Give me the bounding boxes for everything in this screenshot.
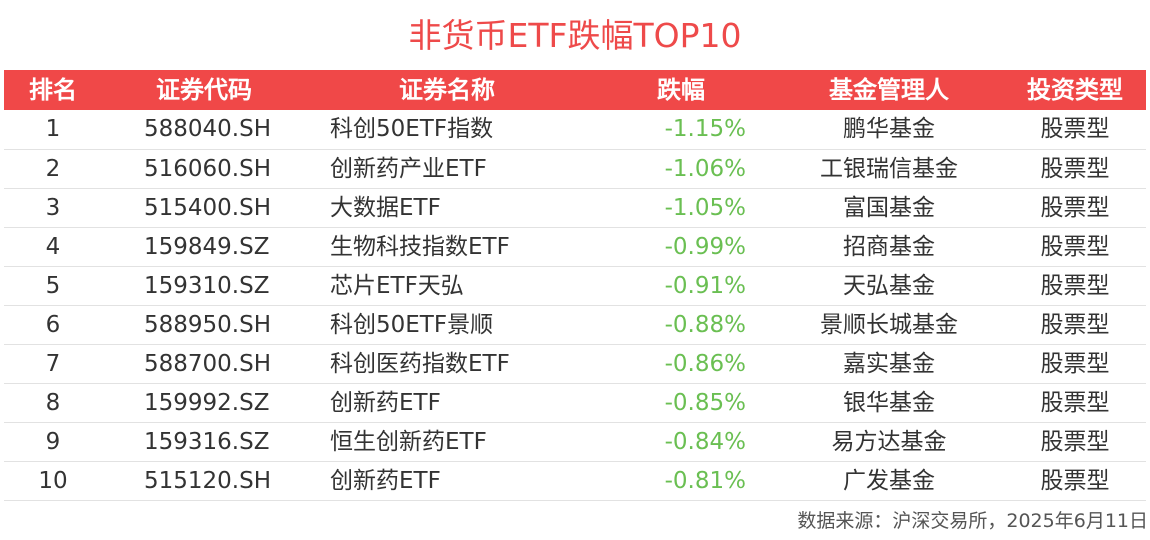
page-title: 非货币ETF跌幅TOP10 bbox=[408, 16, 742, 55]
table-row: 9 159316.SZ 恒生创新药ETF -0.84% 易方达基金 股票型 bbox=[4, 422, 1146, 461]
cell-code: 159316.SZ bbox=[144, 428, 270, 455]
cell-change: -0.91% bbox=[664, 272, 746, 299]
cell-code: 159849.SZ bbox=[144, 233, 270, 260]
cell-change: -0.81% bbox=[664, 467, 746, 494]
cell-change: -1.06% bbox=[664, 155, 746, 182]
table-body: 1 588040.SH 科创50ETF指数 -1.15% 鹏华基金 股票型 2 516060.… bbox=[4, 110, 1146, 500]
table-row: 4 159849.SZ 生物科技指数ETF -0.99% 招商基金 股票型 bbox=[4, 227, 1146, 266]
table-header-row: 排名 证券代码 证券名称 跌幅 基金管理人 投资类型 bbox=[4, 70, 1146, 110]
cell-rank: 8 bbox=[45, 389, 61, 416]
cell-type: 股票型 bbox=[1040, 194, 1110, 221]
cell-name: 恒生创新药ETF bbox=[330, 428, 487, 455]
table-row: 8 159992.SZ 创新药ETF -0.85% 银华基金 股票型 bbox=[4, 383, 1146, 422]
cell-manager: 鹏华基金 bbox=[843, 116, 935, 143]
cell-type: 股票型 bbox=[1040, 233, 1110, 260]
cell-type: 股票型 bbox=[1040, 272, 1110, 299]
cell-name: 科创50ETF景顺 bbox=[330, 311, 494, 338]
cell-manager: 易方达基金 bbox=[831, 428, 947, 455]
cell-rank: 1 bbox=[45, 116, 61, 143]
cell-rank: 9 bbox=[45, 428, 61, 455]
cell-name: 创新药ETF bbox=[330, 389, 441, 416]
table-row: 10 515120.SH 创新药ETF -0.81% 广发基金 股票型 bbox=[4, 461, 1146, 500]
etf-decline-table: 排名 证券代码 证券名称 跌幅 基金管理人 投资类型 1 588040.SH 科创5… bbox=[4, 70, 1146, 501]
cell-code: 516060.SH bbox=[144, 155, 272, 182]
cell-change: -1.05% bbox=[664, 194, 746, 221]
cell-change: -0.86% bbox=[664, 350, 746, 377]
cell-code: 588040.SH bbox=[144, 116, 272, 143]
cell-type: 股票型 bbox=[1040, 311, 1110, 338]
cell-type: 股票型 bbox=[1040, 155, 1110, 182]
cell-code: 159992.SZ bbox=[144, 389, 270, 416]
cell-rank: 5 bbox=[45, 272, 61, 299]
cell-manager: 工银瑞信基金 bbox=[820, 155, 958, 182]
cell-manager: 嘉实基金 bbox=[843, 350, 935, 377]
cell-rank: 6 bbox=[45, 311, 61, 338]
cell-change: -0.84% bbox=[664, 428, 746, 455]
cell-rank: 3 bbox=[45, 194, 61, 221]
cell-code: 515120.SH bbox=[144, 467, 272, 494]
table-row: 1 588040.SH 科创50ETF指数 -1.15% 鹏华基金 股票型 bbox=[4, 110, 1146, 149]
cell-name: 大数据ETF bbox=[330, 194, 441, 221]
header-rank: 排名 bbox=[29, 76, 77, 104]
cell-manager: 广发基金 bbox=[843, 467, 935, 494]
cell-rank: 10 bbox=[38, 467, 68, 494]
table-row: 2 516060.SH 创新药产业ETF -1.06% 工银瑞信基金 股票型 bbox=[4, 149, 1146, 188]
cell-code: 159310.SZ bbox=[144, 272, 270, 299]
cell-type: 股票型 bbox=[1040, 389, 1110, 416]
cell-code: 588950.SH bbox=[144, 311, 272, 338]
table-row: 6 588950.SH 科创50ETF景顺 -0.88% 景顺长城基金 股票型 bbox=[4, 305, 1146, 344]
cell-name: 科创医药指数ETF bbox=[330, 350, 510, 377]
cell-name: 芯片ETF天弘 bbox=[330, 272, 464, 299]
cell-type: 股票型 bbox=[1040, 467, 1110, 494]
data-source-note: 数据来源：沪深交易所，2025年6月11日 bbox=[797, 510, 1148, 532]
cell-change: -0.88% bbox=[664, 311, 746, 338]
header-name: 证券名称 bbox=[399, 76, 495, 104]
header-type: 投资类型 bbox=[1027, 76, 1123, 104]
cell-type: 股票型 bbox=[1040, 428, 1110, 455]
cell-rank: 2 bbox=[45, 155, 61, 182]
cell-rank: 4 bbox=[45, 233, 61, 260]
cell-name: 创新药产业ETF bbox=[330, 155, 487, 182]
cell-type: 股票型 bbox=[1040, 350, 1110, 377]
cell-manager: 景顺长城基金 bbox=[820, 311, 958, 338]
cell-rank: 7 bbox=[45, 350, 61, 377]
cell-change: -1.15% bbox=[664, 116, 746, 143]
cell-change: -0.85% bbox=[664, 389, 746, 416]
cell-manager: 银华基金 bbox=[843, 389, 935, 416]
header-code: 证券代码 bbox=[156, 76, 252, 104]
cell-change: -0.99% bbox=[664, 233, 746, 260]
cell-name: 生物科技指数ETF bbox=[330, 233, 510, 260]
header-manager: 基金管理人 bbox=[829, 76, 949, 104]
cell-manager: 招商基金 bbox=[843, 233, 935, 260]
cell-name: 创新药ETF bbox=[330, 467, 441, 494]
cell-manager: 富国基金 bbox=[843, 194, 935, 221]
cell-code: 588700.SH bbox=[144, 350, 272, 377]
cell-type: 股票型 bbox=[1040, 116, 1110, 143]
table-row: 3 515400.SH 大数据ETF -1.05% 富国基金 股票型 bbox=[4, 188, 1146, 227]
table-row: 7 588700.SH 科创医药指数ETF -0.86% 嘉实基金 股票型 bbox=[4, 344, 1146, 383]
cell-manager: 天弘基金 bbox=[843, 272, 935, 299]
cell-code: 515400.SH bbox=[144, 194, 272, 221]
header-change: 跌幅 bbox=[657, 76, 705, 104]
table-row: 5 159310.SZ 芯片ETF天弘 -0.91% 天弘基金 股票型 bbox=[4, 266, 1146, 305]
cell-name: 科创50ETF指数 bbox=[330, 116, 494, 143]
